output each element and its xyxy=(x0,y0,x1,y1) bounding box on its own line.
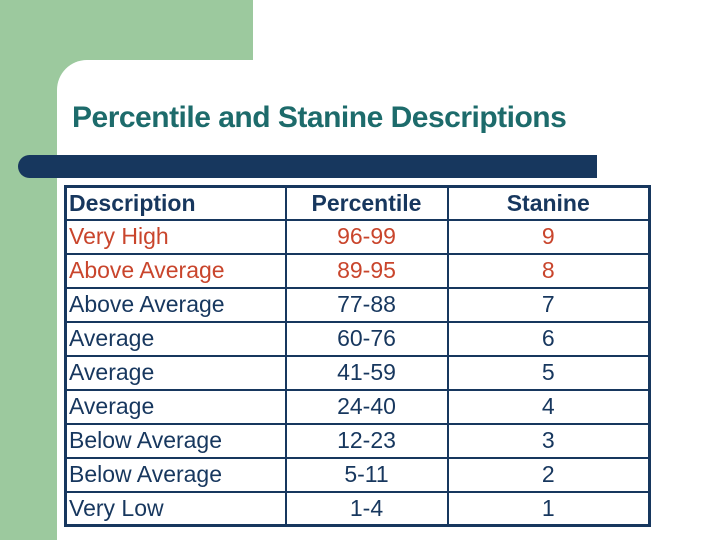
row-description-cell: Below Average xyxy=(64,422,287,459)
row-description-cell: Above Average xyxy=(64,252,287,289)
table-row: Below Average 12-23 3 xyxy=(64,422,651,459)
table-row: Very High 96-99 9 xyxy=(64,218,651,255)
row-percentile-cell: 1-4 xyxy=(284,490,449,527)
row-percentile-cell: 60-76 xyxy=(284,320,449,357)
header-description: Description xyxy=(64,185,287,221)
row-percentile-cell: 96-99 xyxy=(284,218,449,255)
header-stanine: Stanine xyxy=(446,185,651,221)
row-description-cell: Below Average xyxy=(64,456,287,493)
row-stanine-cell: 7 xyxy=(446,286,651,323)
row-stanine-cell: 4 xyxy=(446,388,651,425)
table-row: Average 24-40 4 xyxy=(64,388,651,425)
row-stanine-cell: 9 xyxy=(446,218,651,255)
table-row: Average 41-59 5 xyxy=(64,354,651,391)
row-percentile-cell: 77-88 xyxy=(284,286,449,323)
row-stanine-cell: 1 xyxy=(446,490,651,527)
header-percentile: Percentile xyxy=(284,185,449,221)
title-underline-bar xyxy=(18,155,597,178)
row-percentile-cell: 41-59 xyxy=(284,354,449,391)
table-row: Average 60-76 6 xyxy=(64,320,651,357)
slide-title: Percentile and Stanine Descriptions xyxy=(72,101,567,134)
table-row: Above Average 89-95 8 xyxy=(64,252,651,289)
row-percentile-cell: 24-40 xyxy=(284,388,449,425)
table-body: Very High 96-99 9 Above Average 89-95 8 Above … xyxy=(64,218,651,527)
row-description-cell: Above Average xyxy=(64,286,287,323)
row-stanine-cell: 8 xyxy=(446,252,651,289)
row-stanine-cell: 6 xyxy=(446,320,651,357)
row-description-cell: Average xyxy=(64,388,287,425)
table-header-row: Description Percentile Stanine xyxy=(64,185,651,221)
table-row: Above Average 77-88 7 xyxy=(64,286,651,323)
row-stanine-cell: 5 xyxy=(446,354,651,391)
row-description-cell: Average xyxy=(64,320,287,357)
row-description-cell: Average xyxy=(64,354,287,391)
percentile-stanine-table: Description Percentile Stanine Very High… xyxy=(64,185,651,527)
row-stanine-cell: 2 xyxy=(446,456,651,493)
table-row: Below Average 5-11 2 xyxy=(64,456,651,493)
table-row: Very Low 1-4 1 xyxy=(64,490,651,527)
row-percentile-cell: 89-95 xyxy=(284,252,449,289)
row-description-cell: Very High xyxy=(64,218,287,255)
table-header: Description Percentile Stanine xyxy=(64,185,651,221)
row-percentile-cell: 5-11 xyxy=(284,456,449,493)
row-stanine-cell: 3 xyxy=(446,422,651,459)
row-description-cell: Very Low xyxy=(64,490,287,527)
row-percentile-cell: 12-23 xyxy=(284,422,449,459)
